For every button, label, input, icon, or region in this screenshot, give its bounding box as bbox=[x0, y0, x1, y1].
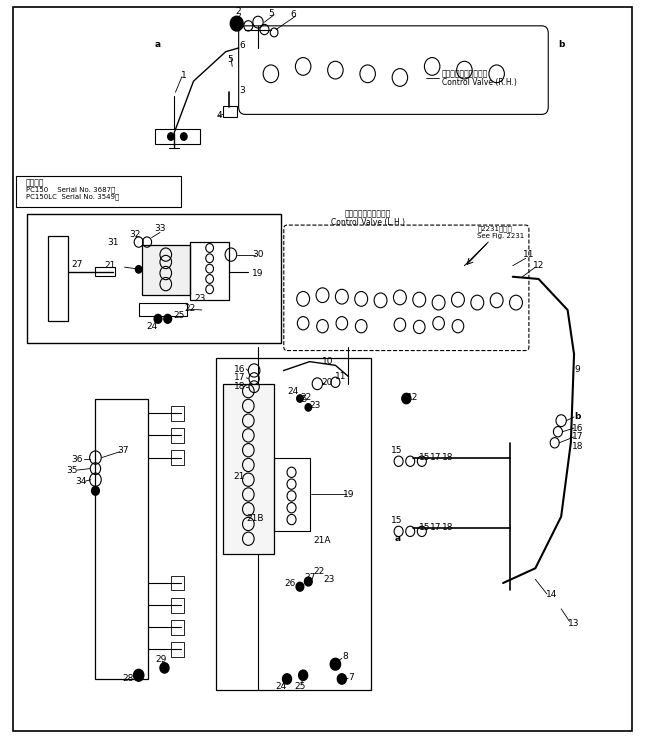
Text: PC150    Serial No. 3687～: PC150 Serial No. 3687～ bbox=[26, 186, 115, 193]
Text: See Fig. 2231: See Fig. 2231 bbox=[477, 233, 524, 239]
Text: 2: 2 bbox=[236, 7, 241, 15]
Text: 35: 35 bbox=[66, 466, 78, 475]
Text: 24: 24 bbox=[288, 387, 299, 396]
Circle shape bbox=[330, 658, 341, 670]
Text: 25: 25 bbox=[174, 311, 185, 320]
Text: 25: 25 bbox=[294, 682, 306, 691]
Text: 17: 17 bbox=[234, 373, 246, 382]
Text: 15: 15 bbox=[419, 523, 430, 532]
Text: 32: 32 bbox=[130, 230, 141, 239]
Text: 17: 17 bbox=[430, 453, 442, 462]
Text: 31: 31 bbox=[107, 238, 119, 246]
Text: 21B: 21B bbox=[246, 514, 264, 523]
Text: 28: 28 bbox=[122, 675, 134, 683]
Text: 4: 4 bbox=[217, 111, 222, 120]
Text: 14: 14 bbox=[546, 590, 557, 599]
Circle shape bbox=[305, 404, 312, 411]
Text: Control Valve (R.H.): Control Valve (R.H.) bbox=[442, 78, 517, 87]
Text: 30: 30 bbox=[252, 250, 264, 259]
Circle shape bbox=[296, 582, 304, 591]
Text: 8: 8 bbox=[342, 652, 348, 661]
Text: 24: 24 bbox=[275, 682, 286, 691]
Circle shape bbox=[402, 393, 411, 404]
Text: 17: 17 bbox=[430, 523, 442, 532]
Text: 17: 17 bbox=[571, 432, 583, 441]
Text: 5: 5 bbox=[268, 9, 273, 18]
Text: 22: 22 bbox=[184, 304, 196, 313]
FancyBboxPatch shape bbox=[284, 225, 529, 351]
Text: b: b bbox=[558, 40, 564, 49]
Text: 25: 25 bbox=[296, 396, 308, 404]
Text: 23: 23 bbox=[309, 401, 321, 410]
Text: 24: 24 bbox=[146, 322, 157, 331]
Text: 21A: 21A bbox=[313, 536, 332, 545]
Text: 11: 11 bbox=[335, 372, 346, 381]
Circle shape bbox=[92, 486, 99, 495]
FancyBboxPatch shape bbox=[239, 26, 548, 114]
Text: 34: 34 bbox=[75, 477, 86, 486]
Text: Control Valve (L.H.): Control Valve (L.H.) bbox=[331, 218, 404, 227]
Circle shape bbox=[168, 133, 174, 140]
Text: 20: 20 bbox=[321, 378, 333, 387]
Circle shape bbox=[337, 674, 346, 684]
Text: 11: 11 bbox=[523, 250, 535, 259]
Text: PC150LC  Serial No. 3549～: PC150LC Serial No. 3549～ bbox=[26, 193, 119, 200]
Text: 23: 23 bbox=[194, 294, 206, 303]
Circle shape bbox=[181, 133, 187, 140]
Text: 13: 13 bbox=[568, 619, 580, 628]
Circle shape bbox=[304, 577, 312, 586]
Text: 18: 18 bbox=[571, 442, 583, 451]
Text: 第2231図参照: 第2231図参照 bbox=[477, 226, 512, 232]
Text: 16: 16 bbox=[571, 424, 583, 432]
Text: a: a bbox=[395, 534, 401, 543]
Text: 29: 29 bbox=[155, 655, 167, 664]
Circle shape bbox=[299, 670, 308, 680]
Text: 適用串範: 適用串範 bbox=[26, 179, 45, 187]
Text: 22: 22 bbox=[301, 393, 312, 401]
Text: 15: 15 bbox=[419, 453, 430, 462]
Text: コントロールバルブ右: コントロールバルブ右 bbox=[442, 69, 488, 78]
Circle shape bbox=[135, 266, 142, 273]
Text: 26: 26 bbox=[284, 579, 296, 587]
Text: 12: 12 bbox=[533, 261, 544, 270]
Text: 19: 19 bbox=[342, 490, 354, 499]
Circle shape bbox=[160, 663, 169, 673]
Text: 6: 6 bbox=[291, 10, 296, 19]
Text: 5: 5 bbox=[228, 55, 233, 63]
Polygon shape bbox=[223, 384, 274, 554]
Circle shape bbox=[164, 314, 172, 323]
Text: 9: 9 bbox=[575, 365, 580, 373]
Text: 18: 18 bbox=[234, 382, 246, 391]
Text: 21: 21 bbox=[233, 472, 244, 480]
Text: 15: 15 bbox=[391, 516, 402, 525]
Text: 23: 23 bbox=[323, 575, 335, 584]
Text: 19: 19 bbox=[252, 269, 264, 277]
Circle shape bbox=[230, 16, 243, 31]
Text: 10: 10 bbox=[322, 357, 333, 366]
Text: 27: 27 bbox=[304, 573, 315, 582]
Text: 21: 21 bbox=[104, 261, 115, 270]
Text: 16: 16 bbox=[234, 365, 246, 373]
Text: a: a bbox=[155, 40, 161, 49]
Text: 27: 27 bbox=[72, 260, 83, 269]
Text: 18: 18 bbox=[442, 523, 453, 532]
Circle shape bbox=[134, 669, 144, 681]
Circle shape bbox=[154, 314, 162, 323]
Text: 18: 18 bbox=[442, 453, 453, 462]
Text: コントロールバルブ左: コントロールバルブ左 bbox=[344, 210, 391, 218]
Text: 6: 6 bbox=[239, 41, 244, 50]
Text: b: b bbox=[574, 413, 580, 421]
Text: 22: 22 bbox=[313, 568, 325, 576]
Circle shape bbox=[297, 395, 303, 402]
Text: 33: 33 bbox=[154, 224, 166, 233]
Text: 1: 1 bbox=[181, 71, 186, 80]
Text: 37: 37 bbox=[117, 446, 128, 455]
Text: 15: 15 bbox=[391, 446, 402, 455]
Text: 36: 36 bbox=[72, 455, 83, 463]
Text: 7: 7 bbox=[349, 673, 354, 682]
Polygon shape bbox=[142, 245, 190, 295]
Text: 3: 3 bbox=[239, 86, 244, 95]
Text: 12: 12 bbox=[407, 393, 419, 401]
Circle shape bbox=[283, 674, 292, 684]
